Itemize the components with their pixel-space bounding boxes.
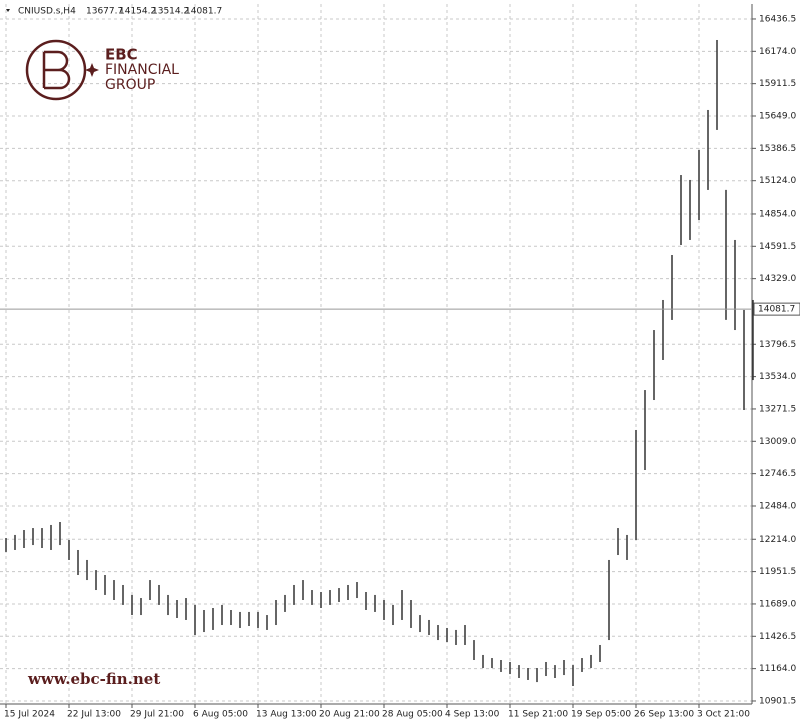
- ohlc-close: 14081.7: [185, 7, 222, 17]
- y-tick-label: 14854.0: [759, 209, 796, 219]
- ohlc-open: 13677.7: [86, 7, 123, 17]
- x-tick-label: 22 Jul 13:00: [67, 710, 121, 720]
- ohlc-high: 14154.2: [119, 7, 156, 17]
- x-tick-label: 4 Sep 13:00: [445, 710, 500, 720]
- menu-arrow: [6, 9, 10, 12]
- y-tick-label: 16436.5: [759, 14, 796, 24]
- current-price-label: 14081.7: [758, 305, 795, 315]
- logo-line: GROUP: [105, 77, 155, 93]
- logo: EBC FINANCIAL GROUP: [25, 39, 179, 101]
- x-tick-label: 13 Aug 13:00: [256, 710, 317, 720]
- current-price-box: [753, 302, 800, 316]
- y-tick-label: 13796.5: [759, 340, 796, 350]
- x-tick-label: 3 Oct 21:00: [697, 710, 750, 720]
- y-tick-label: 15911.5: [759, 79, 796, 89]
- x-tick-label: 20 Aug 21:00: [319, 710, 380, 720]
- y-tick-label: 13271.5: [759, 404, 796, 414]
- logo-name: EBC: [105, 46, 138, 64]
- y-tick-label: 14591.5: [759, 242, 796, 252]
- logo-line: FINANCIAL: [105, 62, 179, 78]
- y-tick-label: 15649.0: [759, 112, 796, 122]
- ohlc-low: 13514.2: [152, 7, 189, 17]
- y-tick-label: 13009.0: [759, 437, 796, 447]
- y-tick-label: 11689.0: [759, 599, 796, 609]
- chart-title: CNIUSD.s,H4: [18, 7, 76, 17]
- y-tick-label: 11426.5: [759, 632, 796, 642]
- y-tick-label: 14329.0: [759, 274, 796, 284]
- x-tick-label: 26 Sep 13:00: [634, 710, 694, 720]
- x-tick-label: 28 Aug 05:00: [382, 710, 443, 720]
- x-tick-label: 6 Aug 05:00: [193, 710, 248, 720]
- y-tick-label: 11951.5: [759, 567, 796, 577]
- y-tick-label: 11164.0: [759, 664, 796, 674]
- watermark: www.ebc-fin.net: [27, 670, 160, 688]
- y-tick-label: 12746.5: [759, 469, 796, 479]
- x-tick-label: 29 Jul 21:00: [130, 710, 184, 720]
- x-tick-label: 19 Sep 05:00: [571, 710, 631, 720]
- logo-star: [85, 63, 99, 77]
- y-tick-label: 12214.0: [759, 535, 796, 545]
- y-tick-label: 15124.0: [759, 176, 796, 186]
- logo-mark: [42, 50, 71, 90]
- y-tick-label: 13534.0: [759, 372, 796, 382]
- x-tick-label: 11 Sep 21:00: [508, 710, 568, 720]
- y-tick-label: 10901.5: [759, 696, 796, 706]
- x-tick-label: 15 Jul 2024: [4, 710, 55, 720]
- y-tick-label: 16174.0: [759, 47, 796, 57]
- y-tick-label: 15386.5: [759, 144, 796, 154]
- y-tick-label: 12484.0: [759, 501, 796, 511]
